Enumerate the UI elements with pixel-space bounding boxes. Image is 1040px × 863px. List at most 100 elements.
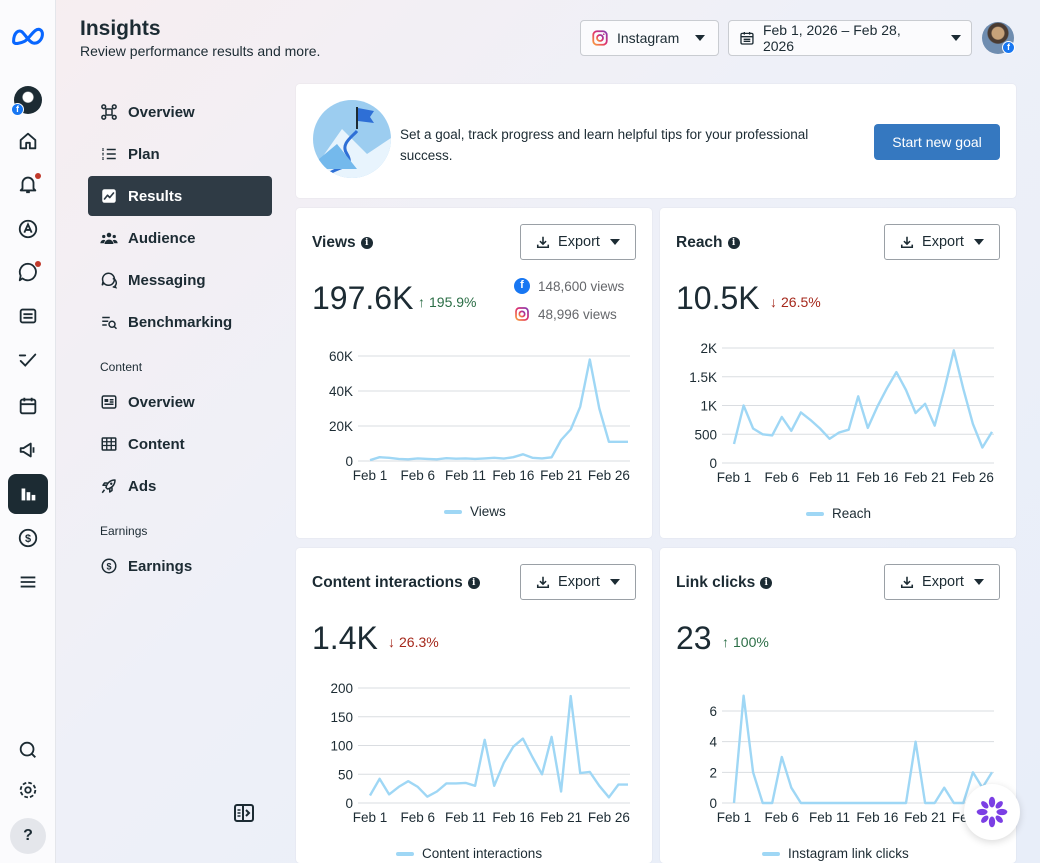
legend-swatch bbox=[762, 851, 780, 856]
interactions-export-button[interactable]: Export bbox=[520, 564, 636, 600]
calendar-icon bbox=[740, 32, 754, 45]
linkclicks-export-button[interactable]: Export bbox=[884, 564, 1000, 600]
linkclicks-series-line[interactable] bbox=[732, 694, 994, 805]
x-tick-label: Feb 21 bbox=[540, 810, 582, 825]
chevron-down-icon bbox=[951, 35, 961, 41]
search-icon[interactable] bbox=[8, 730, 48, 770]
nav-overview[interactable]: Overview bbox=[88, 92, 272, 132]
y-tick-label: 4 bbox=[709, 735, 717, 750]
collapse-sidebar-icon[interactable] bbox=[234, 804, 254, 822]
info-icon[interactable]: i bbox=[360, 237, 373, 249]
reach-legend: Reach bbox=[806, 506, 871, 521]
chevron-down-icon bbox=[609, 579, 620, 585]
help-label: ? bbox=[10, 818, 46, 854]
profile-avatar[interactable]: f bbox=[8, 80, 48, 120]
calendar-icon[interactable] bbox=[8, 386, 48, 426]
nav-plan[interactable]: Plan bbox=[88, 134, 272, 174]
home-icon[interactable] bbox=[8, 121, 48, 161]
menu-icon[interactable] bbox=[8, 562, 48, 602]
content-table-icon bbox=[101, 437, 117, 451]
info-icon[interactable]: i bbox=[760, 577, 773, 589]
nav-results[interactable]: Results bbox=[88, 176, 272, 216]
content-overview-icon bbox=[101, 395, 117, 409]
x-tick-label: Feb 16 bbox=[856, 810, 898, 825]
nav-content[interactable]: Content bbox=[88, 424, 272, 464]
delta-value: 26.5% bbox=[781, 294, 821, 310]
meta-logo-icon[interactable] bbox=[8, 16, 48, 56]
reach-card: Reach i Export 10.5K ↓ 26.5% 0 500 1K 1.5K 2K… bbox=[660, 208, 1016, 538]
ads-icon[interactable] bbox=[8, 209, 48, 249]
x-tick-label: Feb 16 bbox=[492, 810, 534, 825]
nav-audience[interactable]: Audience bbox=[88, 218, 272, 258]
nav-benchmarking[interactable]: Benchmarking bbox=[88, 302, 272, 342]
nav-messaging[interactable]: Messaging bbox=[88, 260, 272, 300]
x-tick-label: Feb 16 bbox=[856, 470, 898, 485]
nav-earnings[interactable]: $ Earnings bbox=[88, 546, 272, 586]
x-tick-label: Feb 11 bbox=[809, 810, 850, 825]
y-tick-label: 40K bbox=[329, 384, 353, 399]
interactions-card: Content interactions i Export 1.4K ↓ 26.3… bbox=[296, 548, 652, 863]
planner-icon[interactable] bbox=[8, 340, 48, 380]
delta-value: 100% bbox=[733, 634, 769, 650]
nav-ads[interactable]: Ads bbox=[88, 466, 272, 506]
insights-icon[interactable] bbox=[8, 474, 48, 514]
date-range-dropdown[interactable]: Feb 1, 2026 – Feb 28, 2026 bbox=[728, 20, 972, 56]
svg-text:$: $ bbox=[25, 533, 31, 545]
views-value: 197.6K bbox=[312, 280, 414, 316]
card-title: Link clicks bbox=[676, 574, 756, 591]
reach-delta: ↓ 26.5% bbox=[770, 294, 821, 310]
app-rail: f $ ? bbox=[0, 0, 56, 863]
nav-content-overview[interactable]: Overview bbox=[88, 382, 272, 422]
info-icon[interactable]: i bbox=[727, 237, 740, 249]
views-chart: 0 20K 40K 60K Feb 1 Feb 6 Feb 11 Feb 16 Feb 21 Fe… bbox=[329, 349, 630, 483]
y-tick-label: 60K bbox=[329, 349, 353, 364]
interactions-delta: ↓ 26.3% bbox=[388, 634, 439, 650]
nav-label: Messaging bbox=[128, 271, 206, 289]
platform-dropdown[interactable]: Instagram bbox=[580, 20, 719, 56]
ai-assistant-button[interactable] bbox=[964, 784, 1020, 840]
download-icon bbox=[900, 576, 914, 589]
linkclicks-delta: ↑ 100% bbox=[722, 634, 769, 650]
views-series-line[interactable] bbox=[369, 358, 628, 462]
download-icon bbox=[536, 236, 550, 249]
x-tick-label: Feb 6 bbox=[765, 810, 800, 825]
y-tick-label: 0 bbox=[709, 456, 717, 471]
reach-series-line[interactable] bbox=[732, 349, 994, 449]
download-icon bbox=[900, 236, 914, 249]
nav-label: Benchmarking bbox=[128, 313, 233, 331]
reach-value: 10.5K bbox=[676, 280, 760, 316]
info-icon[interactable]: i bbox=[467, 577, 480, 589]
card-title: Reach bbox=[676, 234, 723, 251]
dollar-icon: $ bbox=[101, 558, 117, 574]
content-icon[interactable] bbox=[8, 296, 48, 336]
benchmarking-icon bbox=[102, 316, 118, 330]
views-card: Views i Export 197.6K ↑ 195.9% f 148,600 … bbox=[296, 208, 652, 538]
views-export-button[interactable]: Export bbox=[520, 224, 636, 260]
settings-icon[interactable] bbox=[8, 770, 48, 810]
monetization-icon[interactable]: $ bbox=[8, 518, 48, 558]
megaphone-icon[interactable] bbox=[8, 430, 48, 470]
interactions-title-row: Content interactions i bbox=[312, 574, 480, 592]
instagram-icon bbox=[515, 307, 529, 321]
y-tick-label: 150 bbox=[330, 710, 353, 725]
results-icon bbox=[102, 189, 116, 203]
chevron-down-icon bbox=[973, 579, 984, 585]
interactions-series-line[interactable] bbox=[368, 694, 628, 799]
linkclicks-value: 23 bbox=[676, 620, 712, 656]
x-tick-label: Feb 6 bbox=[401, 468, 436, 483]
account-avatar[interactable]: f bbox=[982, 22, 1015, 54]
y-tick-label: 500 bbox=[694, 427, 717, 442]
x-tick-label: Feb 26 bbox=[588, 810, 630, 825]
legend-label: Content interactions bbox=[422, 846, 543, 861]
arrow-down-icon: ↓ bbox=[770, 294, 777, 310]
linkclicks-title-row: Link clicks i bbox=[676, 574, 773, 592]
notifications-icon[interactable] bbox=[8, 164, 48, 204]
messenger-icon[interactable] bbox=[8, 252, 48, 292]
help-icon[interactable]: ? bbox=[8, 816, 48, 856]
legend-swatch bbox=[444, 509, 462, 514]
reach-export-button[interactable]: Export bbox=[884, 224, 1000, 260]
start-new-goal-button[interactable]: Start new goal bbox=[874, 124, 1000, 160]
audience-icon bbox=[100, 232, 118, 244]
page-subtitle: Review performance results and more. bbox=[80, 43, 321, 59]
y-tick-label: 100 bbox=[330, 739, 353, 754]
